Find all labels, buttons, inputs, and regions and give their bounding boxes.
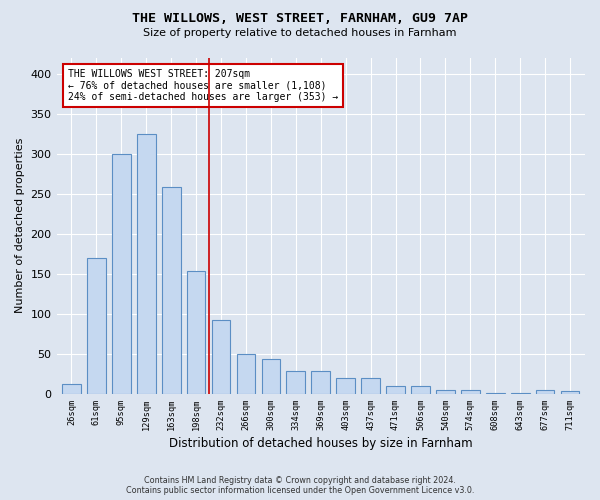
Bar bbox=[137, 134, 155, 394]
Bar bbox=[236, 354, 256, 394]
Bar bbox=[262, 360, 280, 394]
Y-axis label: Number of detached properties: Number of detached properties bbox=[15, 138, 25, 314]
Bar bbox=[112, 154, 131, 394]
Bar bbox=[212, 320, 230, 394]
Bar bbox=[436, 390, 455, 394]
Bar bbox=[87, 258, 106, 394]
Text: THE WILLOWS, WEST STREET, FARNHAM, GU9 7AP: THE WILLOWS, WEST STREET, FARNHAM, GU9 7… bbox=[132, 12, 468, 26]
Bar bbox=[337, 378, 355, 394]
Text: THE WILLOWS WEST STREET: 207sqm
← 76% of detached houses are smaller (1,108)
24%: THE WILLOWS WEST STREET: 207sqm ← 76% of… bbox=[68, 68, 338, 102]
Text: Contains HM Land Registry data © Crown copyright and database right 2024.
Contai: Contains HM Land Registry data © Crown c… bbox=[126, 476, 474, 495]
Text: Size of property relative to detached houses in Farnham: Size of property relative to detached ho… bbox=[143, 28, 457, 38]
Bar bbox=[361, 378, 380, 394]
Bar bbox=[187, 271, 205, 394]
Bar bbox=[560, 392, 580, 394]
Bar bbox=[461, 390, 479, 394]
Bar bbox=[162, 187, 181, 394]
Bar bbox=[286, 372, 305, 394]
Bar bbox=[62, 384, 81, 394]
Bar bbox=[386, 386, 405, 394]
Bar bbox=[411, 386, 430, 394]
X-axis label: Distribution of detached houses by size in Farnham: Distribution of detached houses by size … bbox=[169, 437, 473, 450]
Bar bbox=[536, 390, 554, 394]
Bar bbox=[486, 393, 505, 394]
Bar bbox=[511, 393, 530, 394]
Bar bbox=[311, 372, 330, 394]
